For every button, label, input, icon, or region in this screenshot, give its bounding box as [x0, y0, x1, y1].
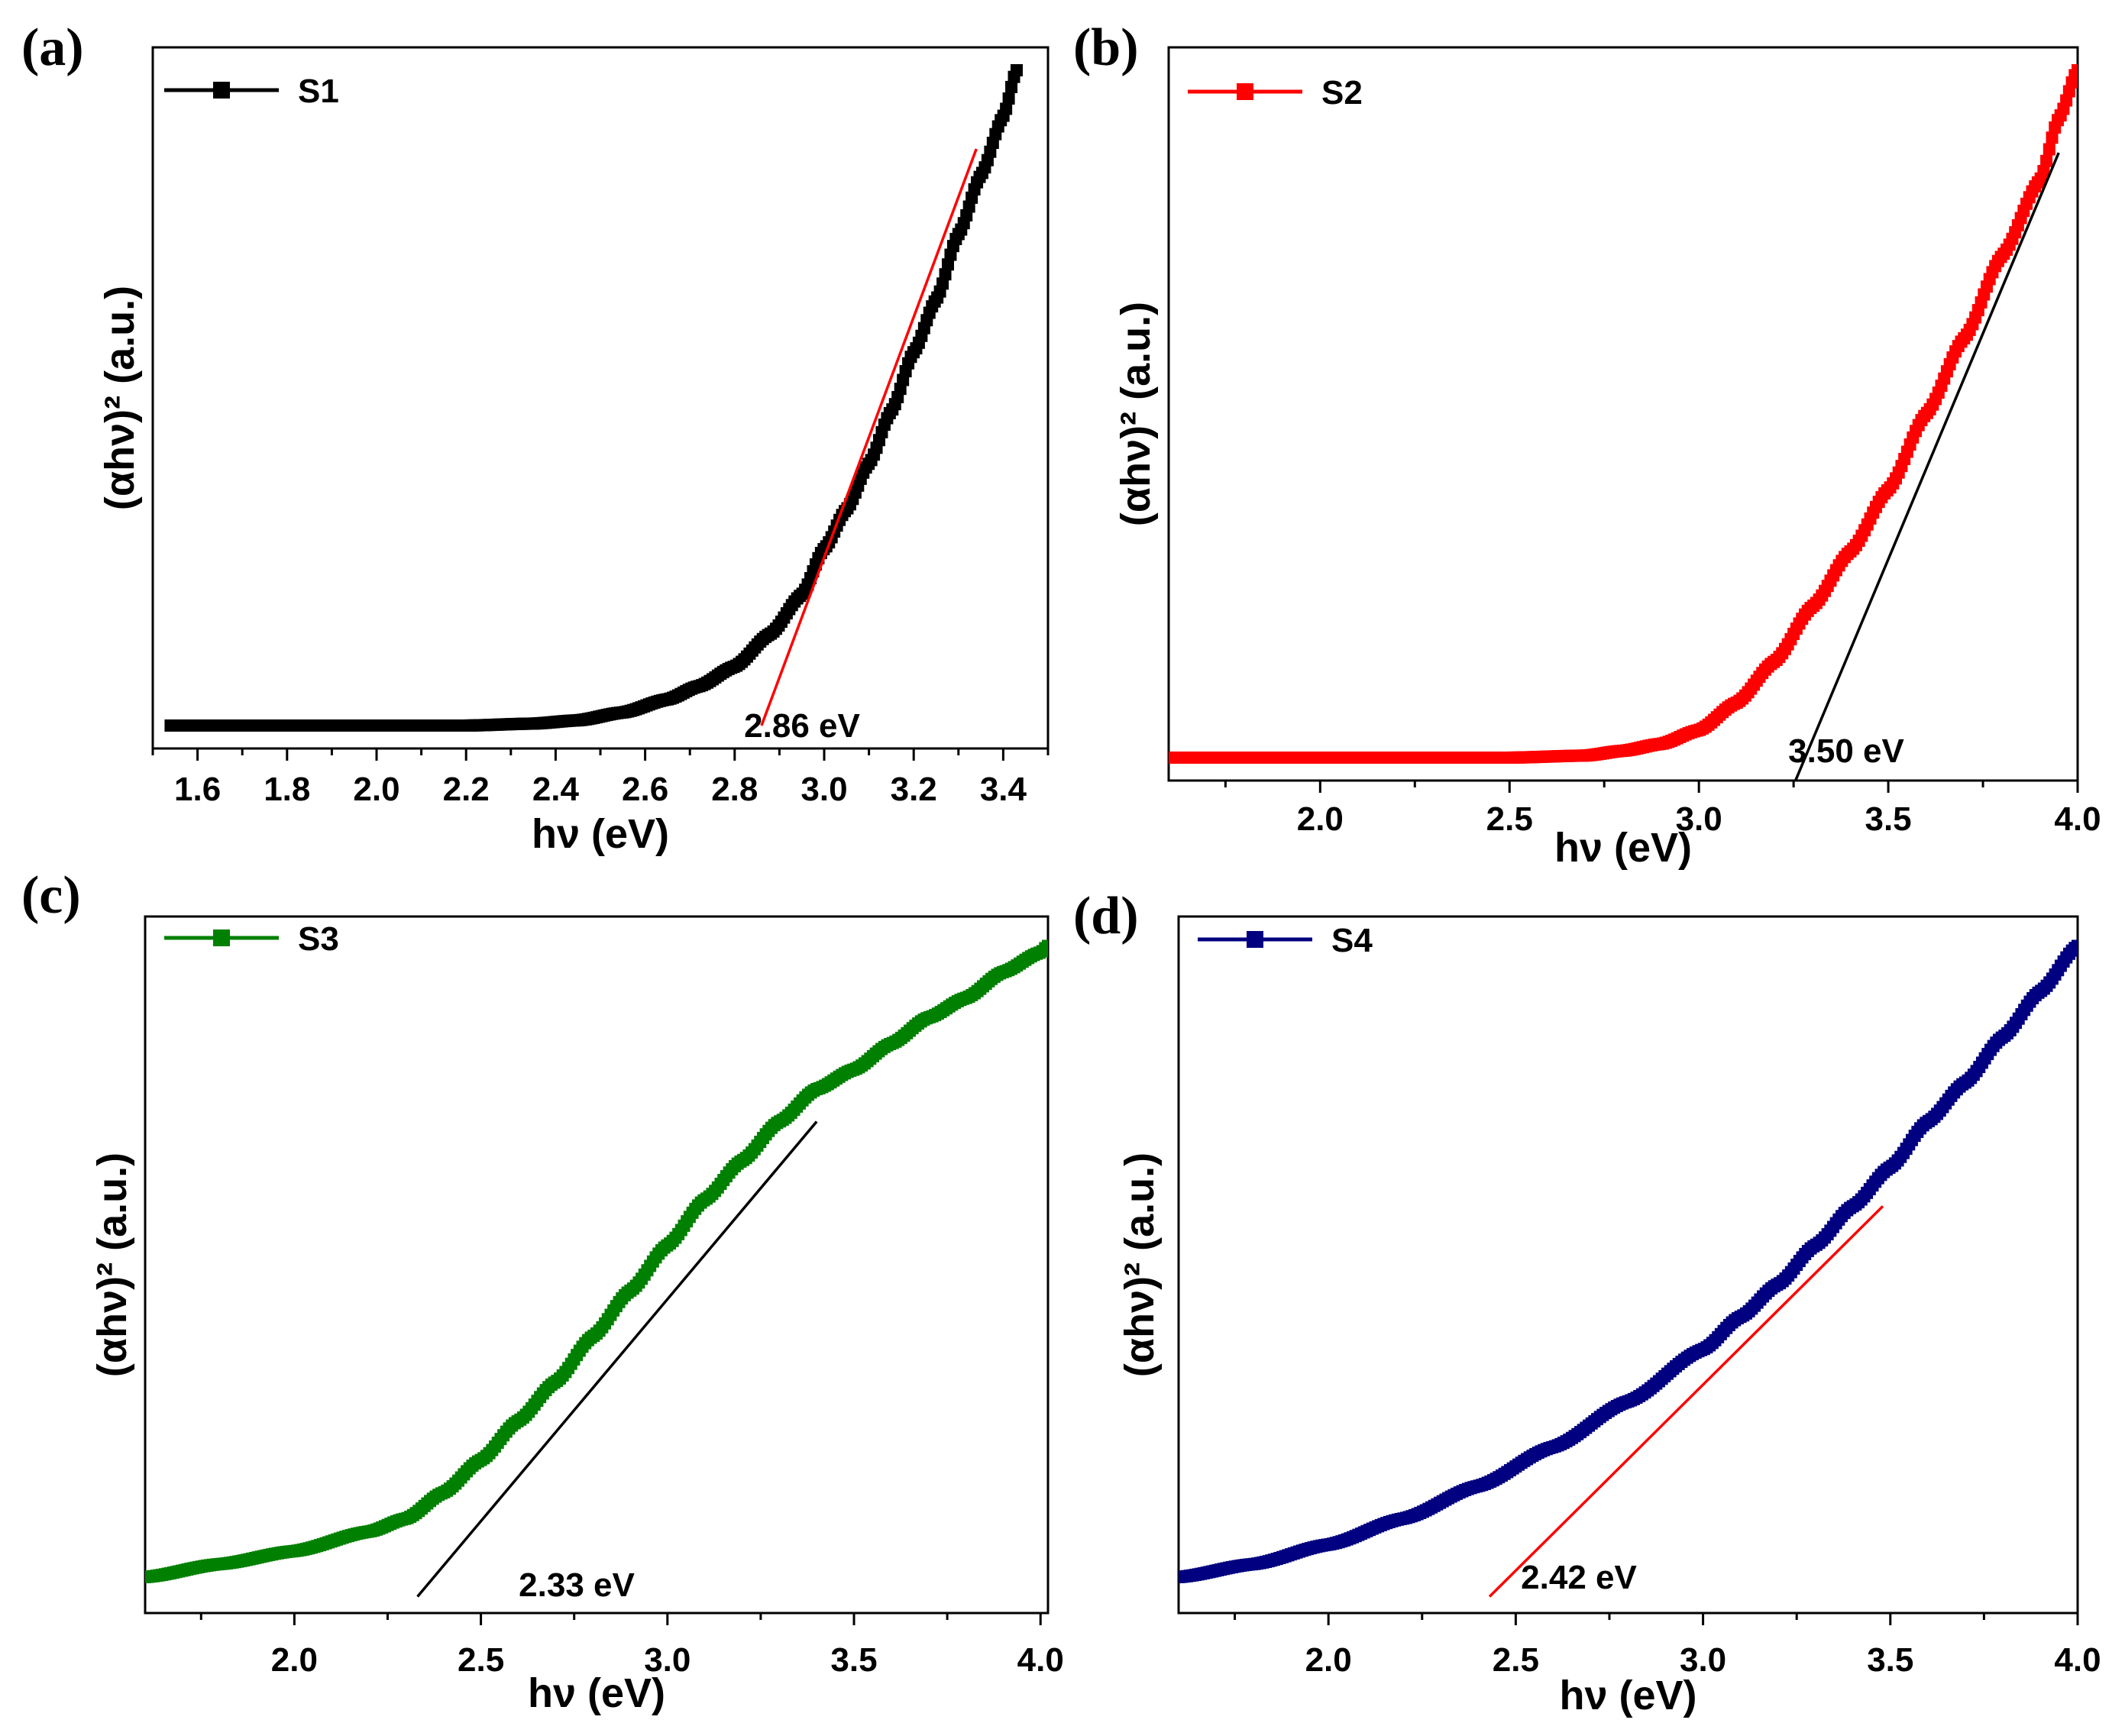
data-point	[2043, 143, 2055, 156]
x-tick-label: 3.5	[1865, 800, 1911, 838]
series-group	[145, 939, 1048, 1583]
bandgap-annotation: 2.42 eV	[1521, 1559, 1637, 1596]
fit-line	[1488, 1205, 1884, 1598]
fit-line	[1793, 152, 2060, 781]
x-tick-label: 3.4	[980, 771, 1027, 808]
fit-line	[416, 1120, 818, 1598]
x-tick-label: 4.0	[2054, 800, 2101, 838]
x-tick-label: 3.0	[1676, 800, 1722, 838]
legend-marker	[213, 929, 230, 946]
fit-line	[760, 148, 978, 726]
panel-label: (b)	[1073, 18, 1139, 77]
data-point	[1042, 939, 1048, 952]
legend-label: S2	[1321, 74, 1363, 112]
bandgap-annotation: 2.86 eV	[744, 707, 860, 745]
x-tick-label: 3.0	[1680, 1641, 1726, 1679]
x-tick-label: 3.0	[801, 771, 847, 808]
x-tick-label: 2.0	[271, 1641, 318, 1679]
plot-frame	[1177, 915, 2079, 1615]
x-axis-title: hν (eV)	[532, 811, 669, 857]
y-axis-title: (αhν)² (a.u.)	[1117, 1152, 1163, 1377]
plot-frame	[144, 915, 1050, 1615]
series-group	[1169, 64, 2078, 764]
data-point	[2046, 131, 2059, 144]
x-tick-label: 3.5	[830, 1641, 877, 1679]
y-axis-title: (αhν)² (a.u.)	[89, 1152, 135, 1377]
x-tick-label: 2.5	[1493, 1641, 1539, 1679]
x-tick-label: 2.0	[1305, 1641, 1352, 1679]
x-tick-label: 3.5	[1867, 1641, 1913, 1679]
x-tick-label: 1.8	[264, 771, 310, 808]
data-point	[2060, 94, 2073, 107]
x-tick-label: 2.0	[353, 771, 399, 808]
x-tick-label: 4.0	[2054, 1641, 2101, 1679]
legend: S3	[164, 920, 339, 958]
data-point	[941, 258, 954, 271]
panel-b: (b) 2.0 2.5 3.0 3.5 4.0 hν (eV) (αhν)² (a.u.) 3.…	[1073, 18, 2101, 871]
data-point	[2072, 64, 2078, 76]
data-point	[2072, 939, 2078, 952]
panel-label: (a)	[21, 18, 84, 77]
x-tick-label: 3.2	[891, 771, 937, 808]
panel-a: (a) 1.6 1.8 2.0 2.2 2.4 2.6 2.8 3.0 3.2 3.4 hν (eV)…	[21, 18, 1050, 857]
x-tick-label: 1.6	[174, 771, 221, 808]
x-tick-label: 4.0	[1017, 1641, 1064, 1679]
series-group	[164, 64, 1023, 732]
legend-label: S3	[298, 920, 339, 958]
legend-label: S4	[1331, 922, 1373, 959]
y-axis-title: (αhν)² (a.u.)	[1113, 302, 1159, 526]
x-axis-title: hν (eV)	[1554, 825, 1692, 871]
data-point	[936, 277, 949, 290]
legend: S2	[1188, 74, 1363, 112]
legend-marker	[1237, 83, 1253, 100]
data-point	[2040, 154, 2053, 167]
x-tick-label: 2.5	[458, 1641, 504, 1679]
plot-frame	[151, 46, 1050, 750]
data-point	[1000, 102, 1013, 115]
legend-marker	[213, 82, 230, 99]
series-group	[1179, 939, 2078, 1583]
legend: S4	[1198, 922, 1373, 959]
x-axis-title: hν (eV)	[1559, 1673, 1696, 1718]
bandgap-annotation: 3.50 eV	[1788, 732, 1904, 770]
bandgap-annotation: 2.33 eV	[519, 1566, 635, 1604]
legend: S1	[164, 73, 339, 110]
data-point	[2037, 165, 2050, 178]
panel-label: (c)	[21, 866, 81, 925]
panel-c: (c) 2.0 2.5 3.0 3.5 4.0 hν (eV) (αhν)² (a.u.) 2.…	[21, 866, 1064, 1716]
data-point	[1005, 80, 1018, 93]
legend-label: S1	[298, 73, 339, 110]
y-axis-title: (αhν)² (a.u.)	[97, 286, 143, 510]
panel-d: (d) 2.0 2.5 3.0 3.5 4.0 hν (eV) (αhν)² (a.u.) 2.…	[1073, 887, 2101, 1718]
x-tick-label: 2.2	[443, 771, 490, 808]
data-point	[1010, 64, 1023, 76]
x-tick-label: 3.0	[644, 1641, 691, 1679]
data-point	[1002, 92, 1015, 105]
plot-frame	[1167, 46, 2079, 782]
x-tick-label: 2.4	[532, 771, 580, 808]
x-tick-label: 2.8	[711, 771, 758, 808]
x-axis-title: hν (eV)	[528, 1670, 665, 1716]
x-tick-label: 2.5	[1486, 800, 1533, 838]
legend-marker	[1247, 931, 1263, 948]
x-tick-label: 2.0	[1297, 800, 1344, 838]
data-point	[939, 268, 952, 281]
x-tick-label: 2.6	[622, 771, 668, 808]
panel-label: (d)	[1073, 887, 1139, 946]
